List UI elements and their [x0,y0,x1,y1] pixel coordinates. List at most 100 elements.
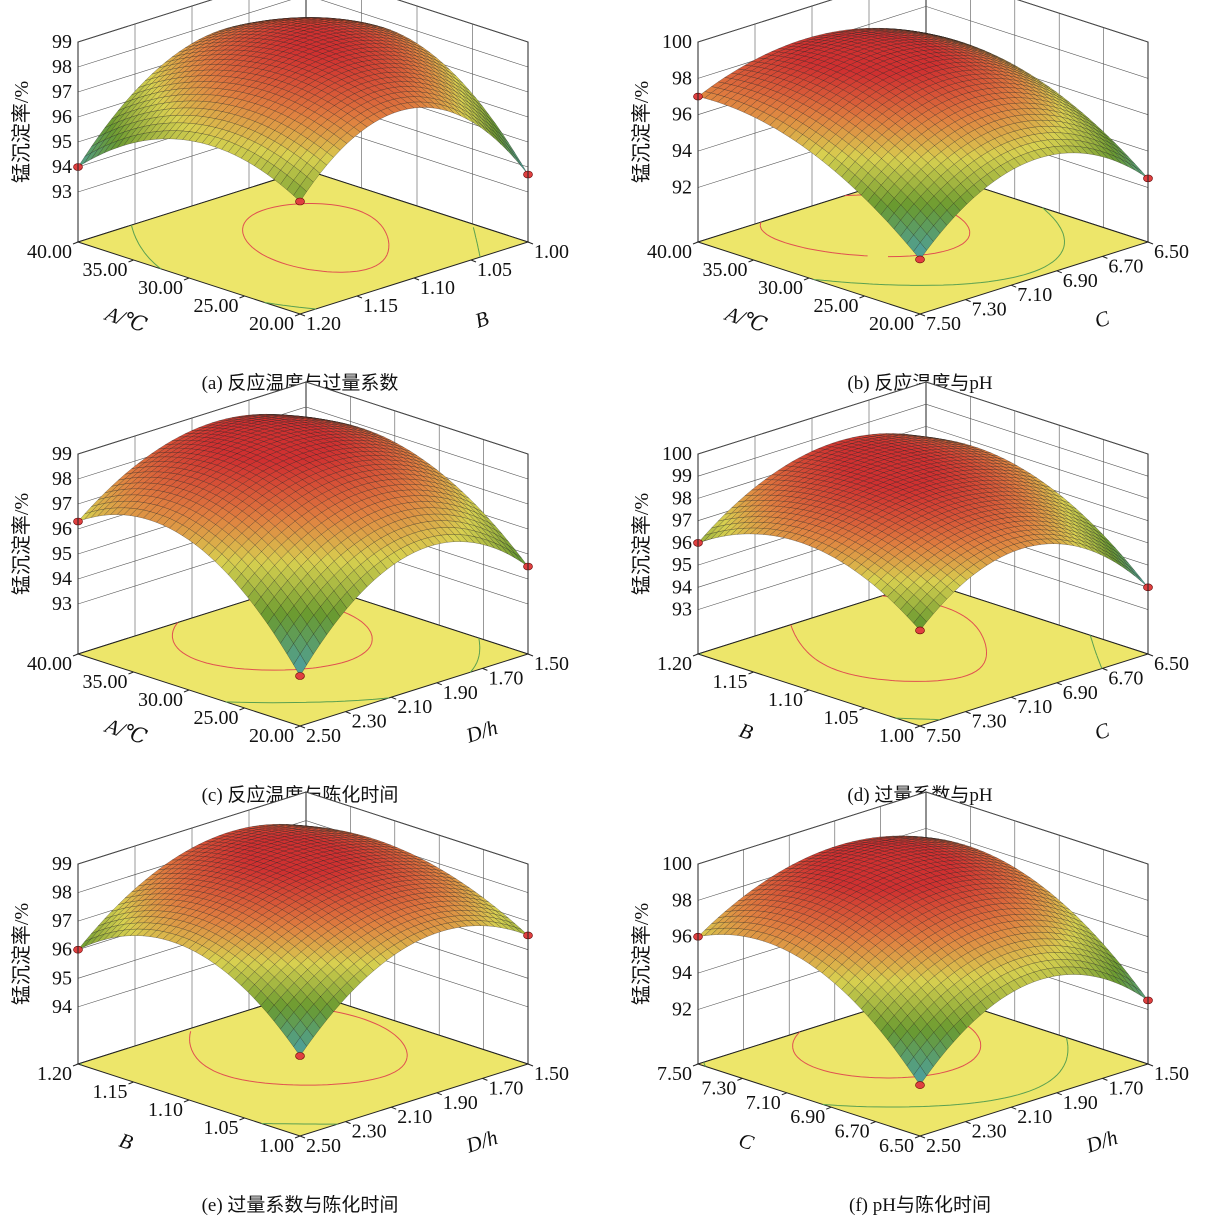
u-tick-label: 25.00 [814,295,859,317]
u-tick [240,708,245,710]
z-tick-label: 96 [52,518,72,540]
v-axis-title: B [472,306,492,333]
u-tick [693,242,698,244]
v-tick [414,278,419,280]
v-tick [966,712,971,714]
v-tick [471,260,476,262]
v-tick-label: 6.50 [1154,653,1189,675]
u-tick-label: 1.15 [713,671,748,693]
z-tick-label: 97 [672,510,692,532]
z-tick-label: 97 [52,493,72,515]
u-tick-label: 35.00 [703,259,748,281]
v-tick-label: 2.50 [306,725,341,747]
u-tick [129,672,134,674]
z-tick-label: 94 [52,156,72,178]
z-tick-label: 99 [52,443,72,465]
u-tick-label: 30.00 [138,689,183,711]
u-tick-label: 1.20 [657,653,692,675]
v-tick-label: 1.50 [534,653,569,675]
v-tick [1148,242,1153,244]
z-tick-label: 96 [672,104,692,126]
u-tick-label: 1.05 [824,707,859,729]
u-tick [129,260,134,262]
u-tick [915,726,920,728]
v-tick [1011,697,1016,699]
u-tick-label: 40.00 [27,653,72,675]
z-tick-label: 100 [662,443,692,465]
u-axis-title: A/℃ [721,301,771,338]
u-tick-label: 25.00 [194,707,239,729]
z-tick-label: 96 [52,106,72,128]
v-tick [528,654,533,656]
u-tick-label: 20.00 [249,725,294,747]
v-axis-title: C [1091,305,1113,332]
u-tick [73,654,78,656]
z-tick-label: 100 [662,31,692,53]
v-tick-label: 6.90 [1063,682,1098,704]
v-tick-label: 1.00 [534,241,569,263]
u-tick [295,314,300,316]
z-tick-label: 99 [52,853,72,875]
u-tick [295,726,300,728]
z-axis-title: 锰沉淀率/% [630,493,653,595]
z-tick-label: 98 [52,882,72,904]
v-tick [1148,654,1153,656]
z-tick-label: 94 [672,140,692,162]
u-tick-label: 30.00 [758,277,803,299]
z-tick-label: 94 [672,576,692,598]
v-tick [357,296,362,298]
v-tick [1057,683,1062,685]
u-tick-label: 1.10 [768,689,803,711]
v-tick-label: 1.70 [488,667,523,689]
u-tick [240,296,245,298]
design-point-marker [296,673,305,680]
v-tick-label: 7.30 [972,711,1007,733]
u-tick [693,654,698,656]
design-point-marker [916,256,925,263]
z-tick-label: 98 [52,468,72,490]
u-tick [915,314,920,316]
z-tick-label: 95 [52,543,72,565]
z-tick-label: 93 [52,593,72,615]
z-tick-label: 98 [52,56,72,78]
v-tick [300,726,305,728]
u-tick-label: 30.00 [138,277,183,299]
v-tick [391,697,396,699]
v-tick-label: 1.20 [306,313,341,335]
v-axis-title: C [1091,717,1113,744]
z-tick-label: 96 [52,939,72,961]
u-tick [860,708,865,710]
z-tick-label: 93 [52,181,72,203]
v-tick [437,683,442,685]
v-tick [966,300,971,302]
u-axis-title: A/℃ [101,713,151,750]
v-tick-label: 2.30 [352,711,387,733]
z-axis-title: 锰沉淀率/% [10,493,33,595]
u-tick [749,260,754,262]
v-tick [920,726,925,728]
u-tick-label: 1.00 [879,725,914,747]
u-tick [184,690,189,692]
z-axis-title: 锰沉淀率/% [630,81,653,183]
v-tick [528,242,533,244]
v-tick-label: 6.70 [1108,667,1143,689]
v-tick [346,712,351,714]
u-tick-label: 35.00 [83,671,128,693]
u-tick [860,296,865,298]
v-tick-label: 1.15 [363,295,398,317]
u-tick-label: 40.00 [27,241,72,263]
v-tick-label: 1.05 [477,259,512,281]
u-tick [749,672,754,674]
v-axis-title: D/h [462,715,500,748]
u-tick [184,278,189,280]
v-tick-label: 7.10 [1017,284,1052,306]
v-tick-label: 7.10 [1017,696,1052,718]
z-tick-label: 98 [672,67,692,89]
